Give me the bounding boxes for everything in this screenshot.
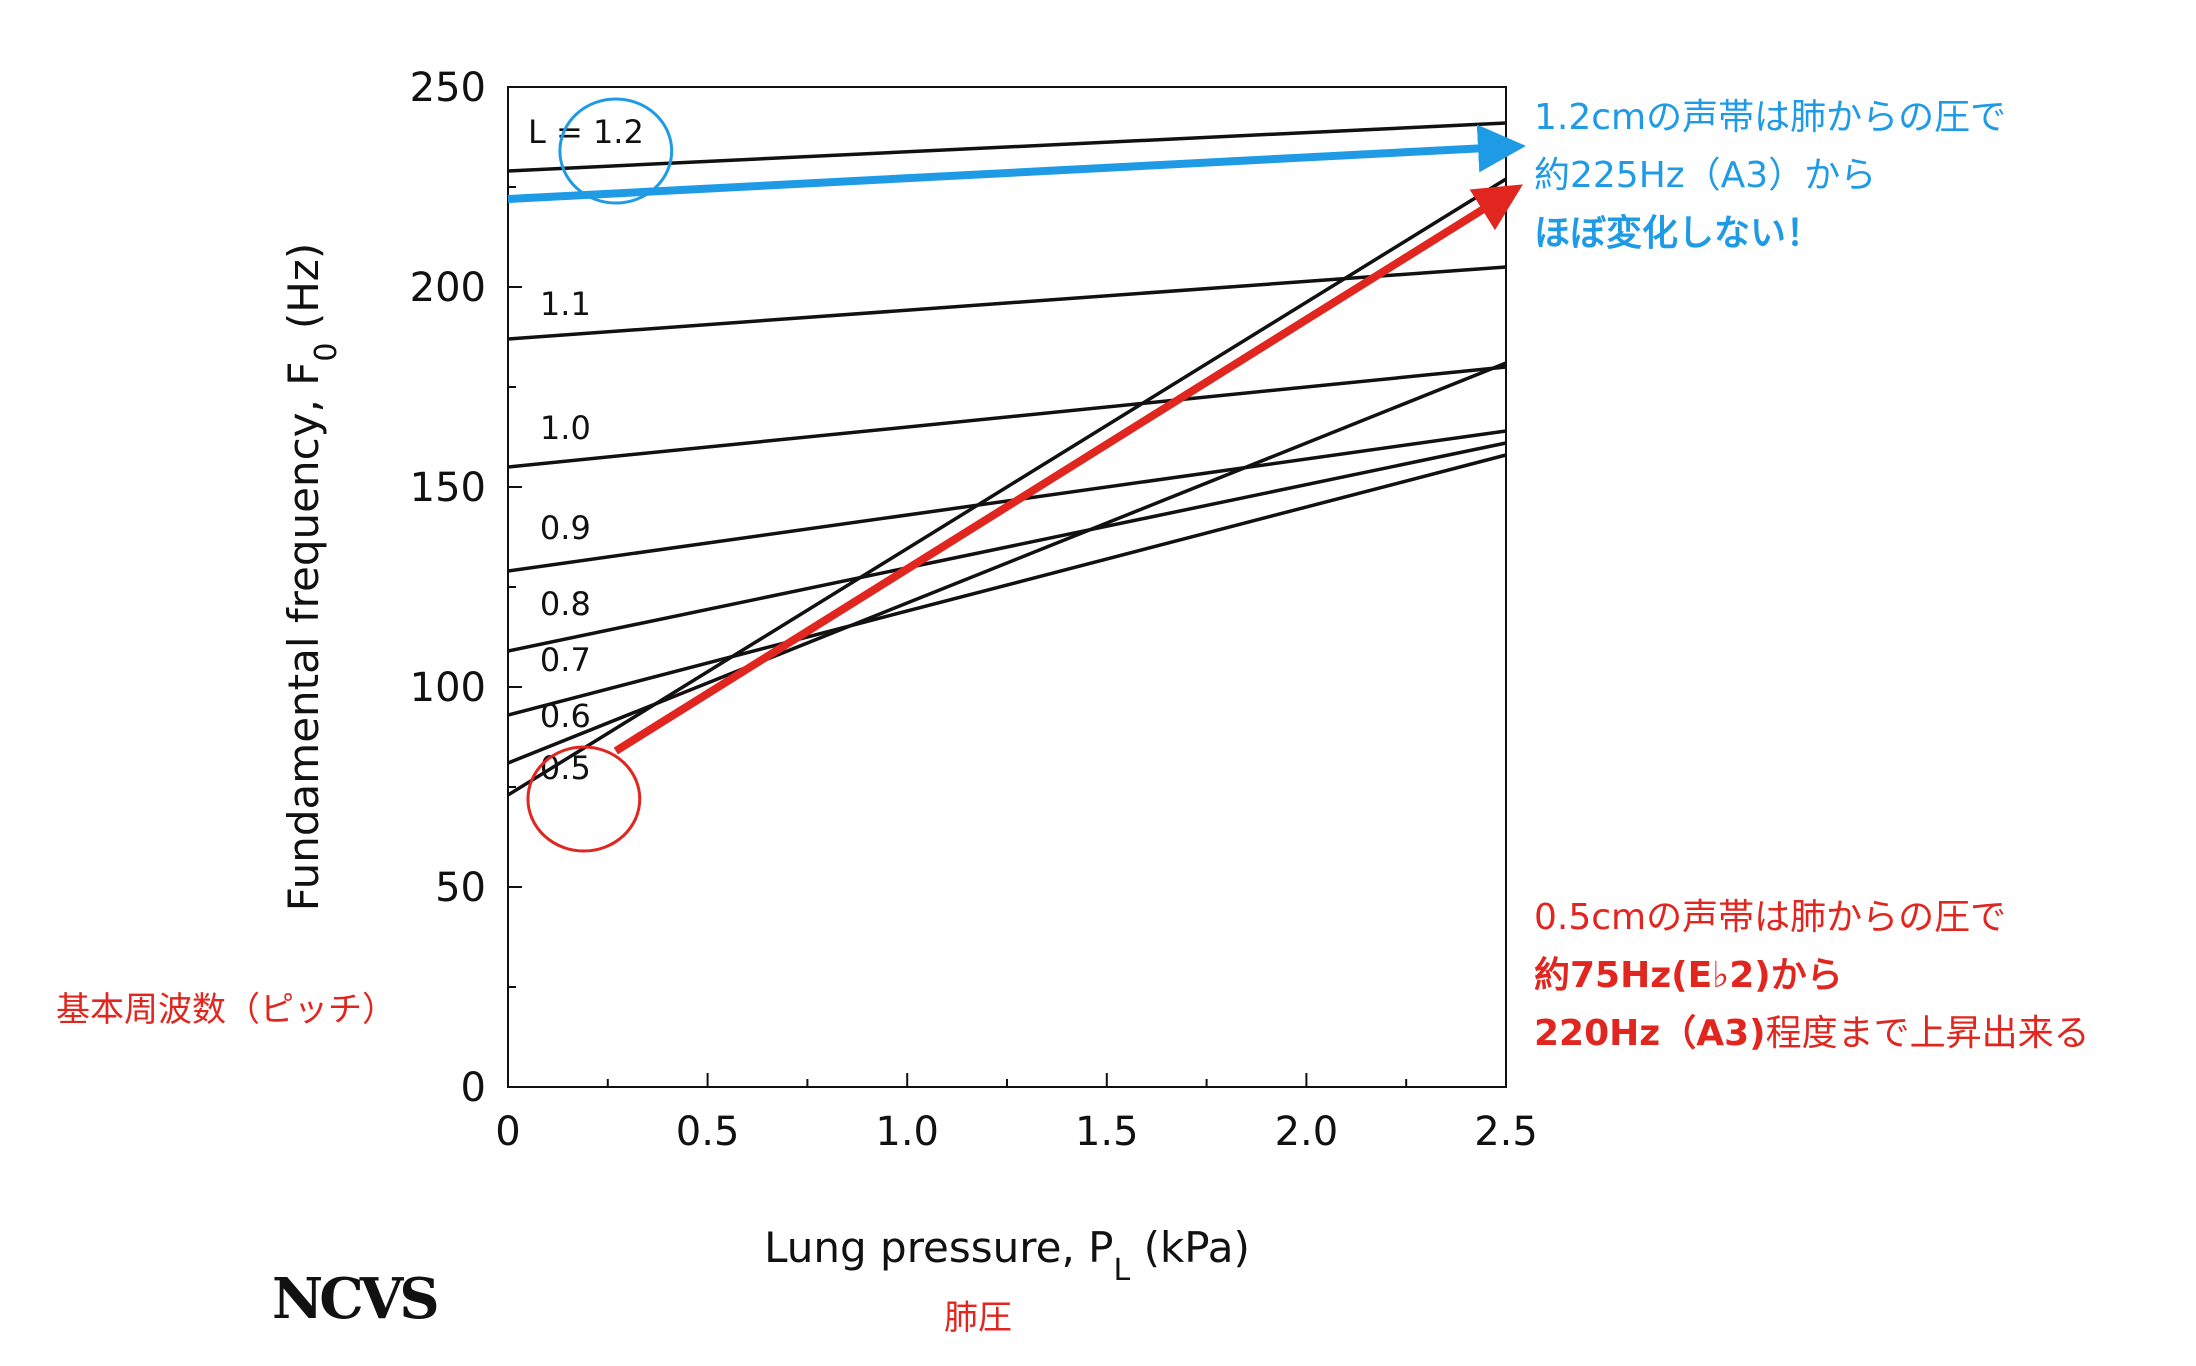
blue-arrow xyxy=(507,124,1526,203)
series-lines xyxy=(507,121,1507,797)
red-circle xyxy=(526,745,642,853)
series-label: 0.5 xyxy=(540,749,591,787)
y-tick-label: 200 xyxy=(410,265,486,311)
pitch-label: 基本周波数（ピッチ） xyxy=(56,990,396,1030)
y-tick-label: 250 xyxy=(410,65,486,111)
series-label: 1.1 xyxy=(540,285,591,323)
series-line-0.6 xyxy=(507,361,1507,765)
x-tick-label: 0 xyxy=(495,1109,520,1155)
y-axis-label: Fundamental frequency, F0 (Hz) xyxy=(279,243,344,911)
red-annotation-line3-bold: 220Hz（A3) xyxy=(1534,1013,1766,1054)
y-tick-label: 50 xyxy=(435,865,486,911)
series-label: 0.7 xyxy=(540,641,591,679)
x-tick-label: 2.5 xyxy=(1474,1109,1538,1155)
red-annotation-line3: 220Hz（A3)程度まで上昇出来る xyxy=(1534,1004,2090,1056)
series-label: 0.6 xyxy=(540,697,591,735)
series-line-0.8 xyxy=(507,441,1507,653)
series-line-1.1 xyxy=(507,265,1507,341)
series-label: 0.8 xyxy=(540,585,591,623)
series-line-1.2 xyxy=(507,121,1507,173)
y-tick-label: 150 xyxy=(410,465,486,511)
x-tick-label: 1.0 xyxy=(875,1109,939,1155)
x-axis-label: Lung pressure, PL (kPa) xyxy=(764,1223,1250,1288)
series-labels: L = 1.2 1.1 1.0 0.9 0.8 0.7 0.6 0.5 xyxy=(528,113,644,787)
series-line-1.0 xyxy=(507,365,1507,469)
series-label: 0.9 xyxy=(540,509,591,547)
y-tick-label: 0 xyxy=(461,1065,486,1111)
axes: 0 0.5 1.0 1.5 2.0 2.5 0 50 100 150 200 250 Lung pres… xyxy=(279,65,1538,1288)
x-tick-label: 1.5 xyxy=(1075,1109,1139,1155)
plot-frame xyxy=(507,86,1507,1088)
x-tick-label: 2.0 xyxy=(1275,1109,1339,1155)
blue-annotation-line2: 約225Hz（A3）から xyxy=(1534,155,1877,196)
series-label: 1.0 xyxy=(540,409,591,447)
y-tick-label: 100 xyxy=(410,665,486,711)
red-arrow xyxy=(613,184,1523,755)
series-label: L = 1.2 xyxy=(528,113,644,151)
red-annotation-line3-rest: 程度まで上昇出来る xyxy=(1765,1013,2090,1054)
blue-annotation-line1: 1.2cmの声帯は肺からの圧で xyxy=(1534,97,2007,138)
series-line-0.7 xyxy=(507,453,1507,717)
blue-circle xyxy=(558,97,674,205)
ncvs-logo: NCVS xyxy=(272,1266,440,1332)
annotation-overlays xyxy=(507,97,1526,853)
blue-annotation-line3: ほぼ変化しない！ xyxy=(1534,213,1823,254)
red-annotation-line1: 0.5cmの声帯は肺からの圧で xyxy=(1534,897,2007,938)
red-annotation-line2: 約75Hz(E♭2)から xyxy=(1534,955,1843,996)
series-line-0.5 xyxy=(507,177,1507,797)
series-line-0.9 xyxy=(507,429,1507,573)
pressure-label: 肺圧 xyxy=(944,1298,1012,1338)
x-tick-label: 0.5 xyxy=(676,1109,740,1155)
